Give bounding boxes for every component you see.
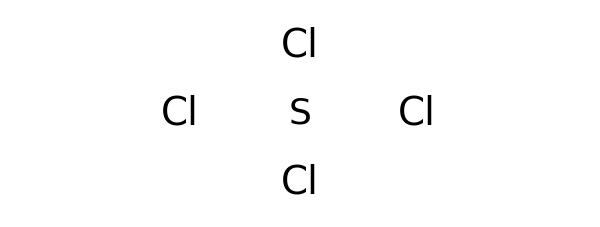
Text: Cl: Cl [281, 163, 319, 200]
Text: S: S [289, 96, 311, 131]
Text: Cl: Cl [161, 95, 199, 132]
Text: Cl: Cl [398, 95, 436, 132]
Text: Cl: Cl [281, 27, 319, 64]
